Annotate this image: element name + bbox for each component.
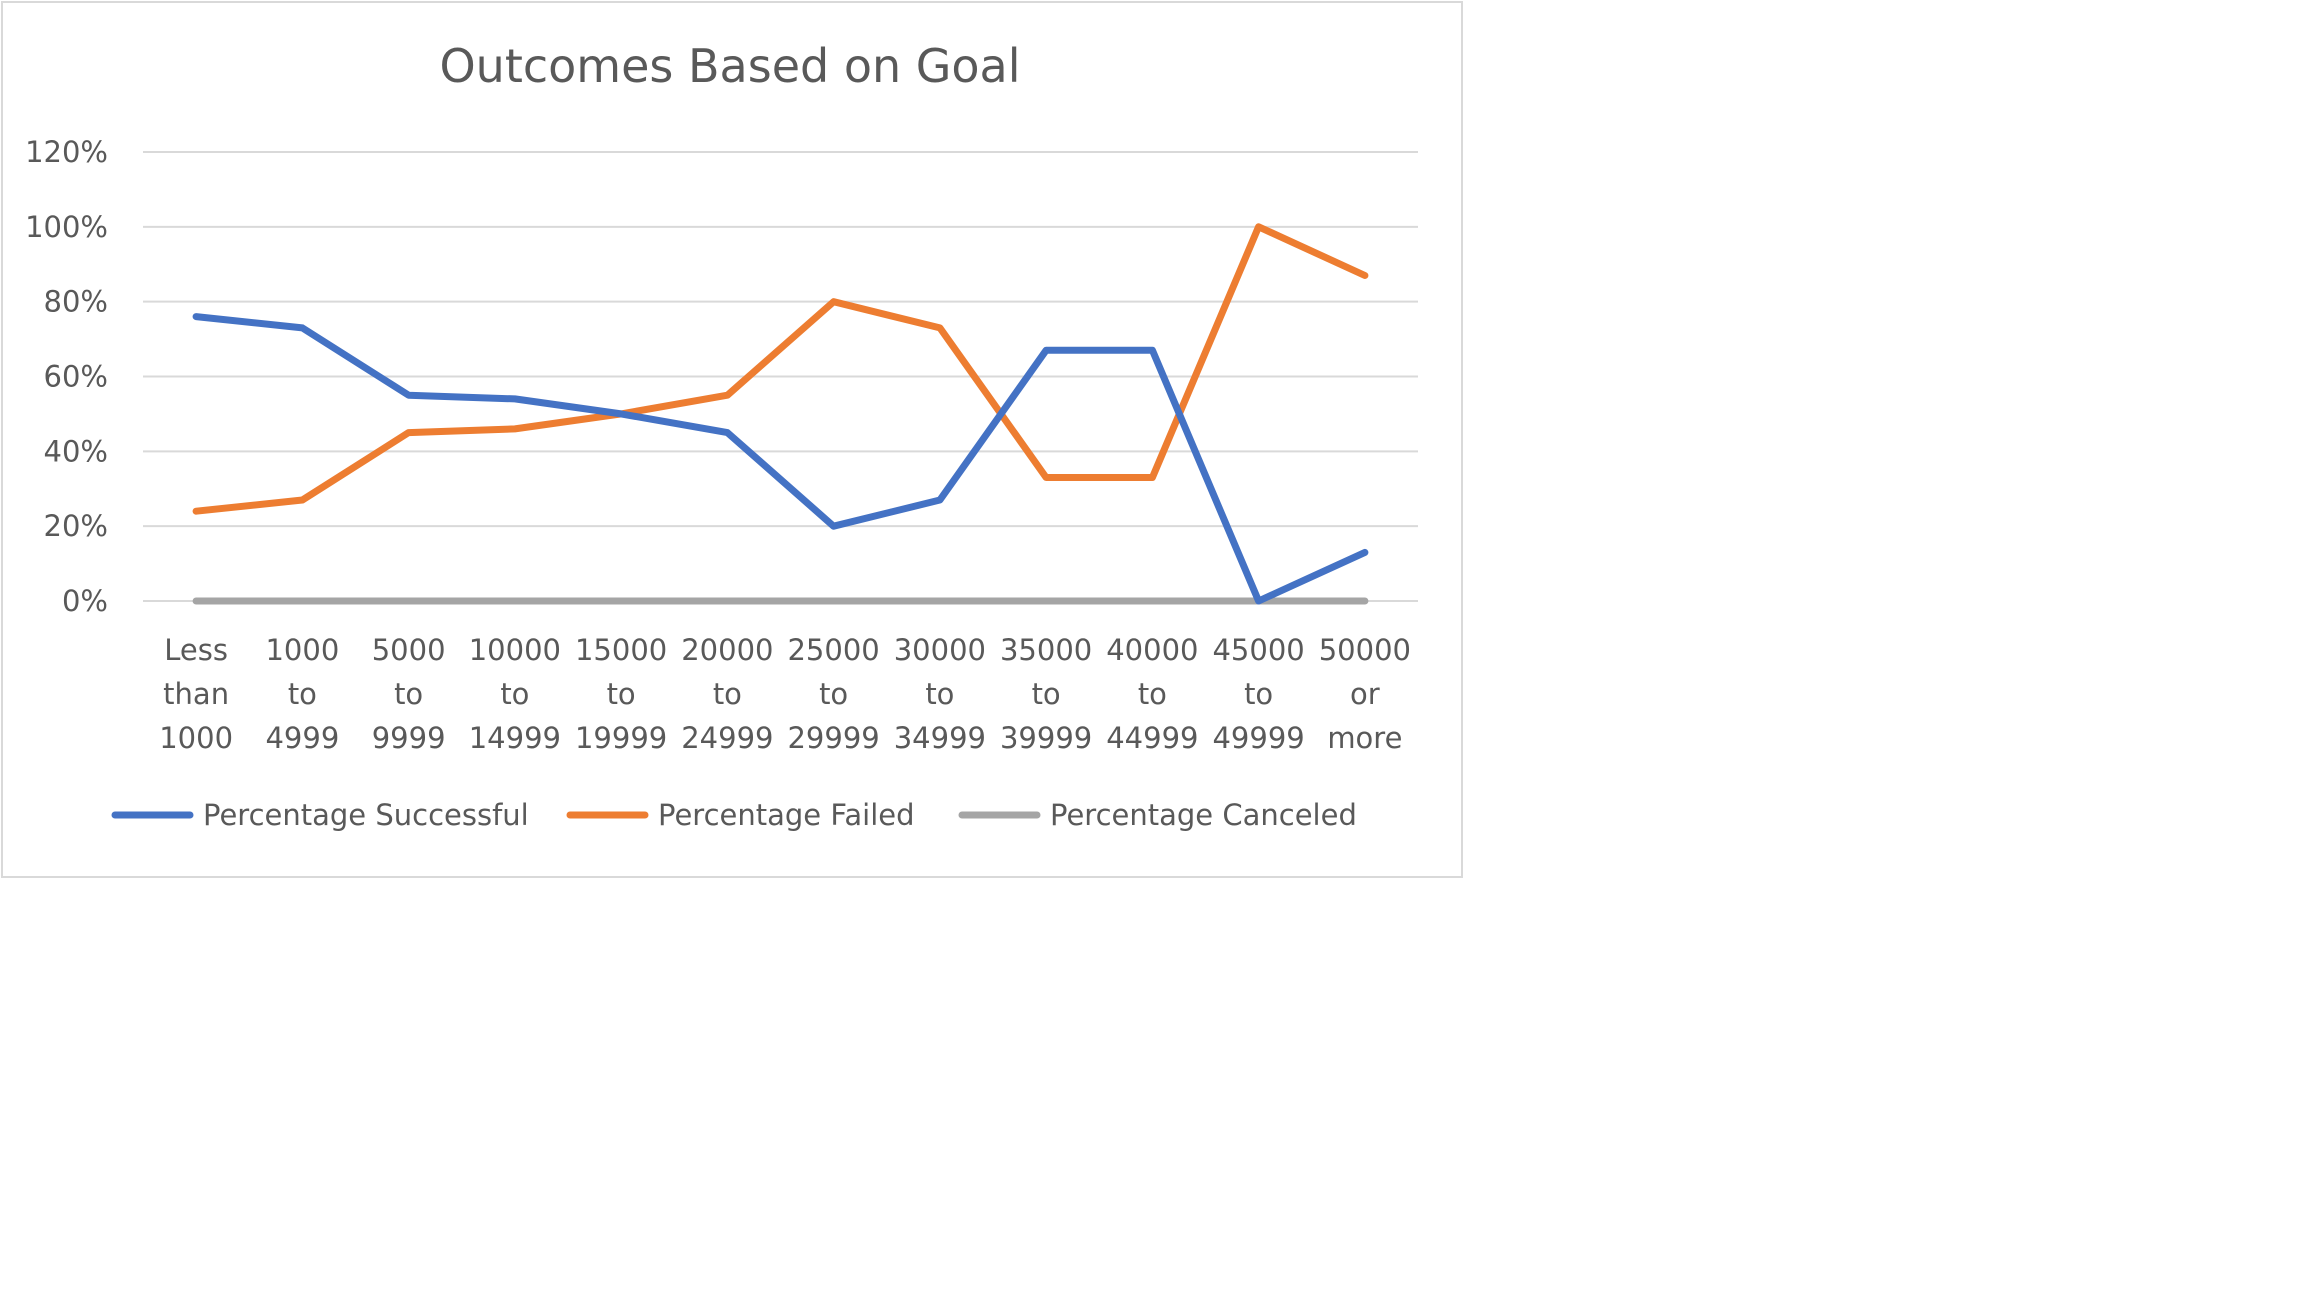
x-tick-label-line: 4999 xyxy=(265,721,339,755)
x-tick-label-line: 15000 xyxy=(575,633,667,667)
x-tick-label-line: to xyxy=(1244,677,1273,711)
legend-label: Percentage Canceled xyxy=(1050,798,1357,832)
x-tick-label-line: 29999 xyxy=(787,721,879,755)
x-tick-label-line: to xyxy=(713,677,742,711)
y-tick-label: 80% xyxy=(44,285,108,319)
x-tick-label-line: 50000 xyxy=(1319,633,1411,667)
x-tick-label-line: 10000 xyxy=(469,633,561,667)
legend-label: Percentage Failed xyxy=(658,798,915,832)
x-tick-label-line: to xyxy=(500,677,529,711)
x-tick-label-line: 24999 xyxy=(681,721,773,755)
legend: Percentage Successful Percentage Failed Pe… xyxy=(115,798,1357,832)
x-tick-label-line: 44999 xyxy=(1106,721,1198,755)
x-tick-label-line: 40000 xyxy=(1106,633,1198,667)
x-tick-label-line: 49999 xyxy=(1212,721,1304,755)
y-tick-label: 20% xyxy=(44,509,108,543)
x-tick-label-line: 35000 xyxy=(1000,633,1092,667)
x-tick-label-line: 25000 xyxy=(787,633,879,667)
x-tick-label-line: 1000 xyxy=(159,721,233,755)
x-tick-label-line: 1000 xyxy=(265,633,339,667)
x-tick-label-line: more xyxy=(1327,721,1402,755)
y-tick-label: 100% xyxy=(25,210,108,244)
x-tick-label-line: 20000 xyxy=(681,633,773,667)
x-tick-label-line: 14999 xyxy=(469,721,561,755)
x-tick-label-line: than xyxy=(163,677,229,711)
x-tick-label-line: 39999 xyxy=(1000,721,1092,755)
x-tick-label-line: to xyxy=(288,677,317,711)
y-tick-label: 40% xyxy=(44,434,108,468)
x-tick-label-line: 34999 xyxy=(894,721,986,755)
x-tick-label: Less than 1000 xyxy=(159,633,233,755)
x-tick-label-line: 45000 xyxy=(1212,633,1304,667)
x-tick-label-line: 9999 xyxy=(372,721,446,755)
legend-label: Percentage Successful xyxy=(203,798,529,832)
x-tick-label-line: 5000 xyxy=(372,633,446,667)
x-tick-label-line: 19999 xyxy=(575,721,667,755)
y-tick-label: 0% xyxy=(62,584,108,618)
x-tick-label-line: to xyxy=(394,677,423,711)
x-tick-label-line: to xyxy=(925,677,954,711)
x-tick-label-line: to xyxy=(607,677,636,711)
x-tick-label-line: 30000 xyxy=(894,633,986,667)
x-tick-label-line: to xyxy=(1138,677,1167,711)
x-tick-label-line: to xyxy=(1032,677,1061,711)
x-tick-label-line: to xyxy=(819,677,848,711)
y-tick-label: 60% xyxy=(44,360,108,394)
chart-title: Outcomes Based on Goal xyxy=(439,39,1020,93)
y-tick-label: 120% xyxy=(25,135,108,169)
x-tick-label-line: Less xyxy=(164,633,228,667)
x-tick-label-line: or xyxy=(1350,677,1380,711)
